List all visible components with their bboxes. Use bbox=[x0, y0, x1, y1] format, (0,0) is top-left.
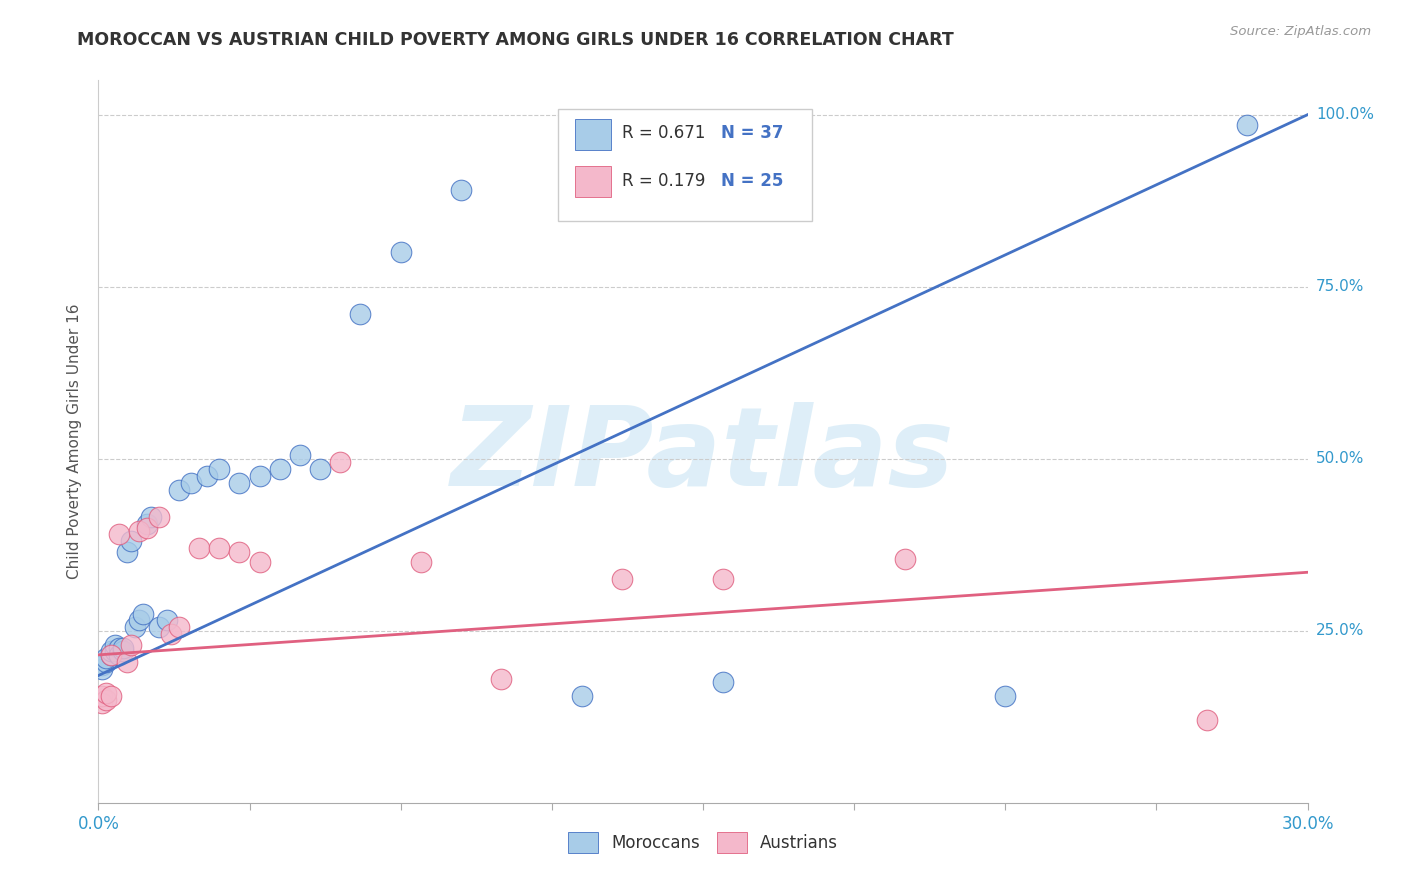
Text: 100.0%: 100.0% bbox=[1316, 107, 1374, 122]
Point bbox=[249, 469, 271, 483]
Point bbox=[107, 648, 129, 662]
Point bbox=[329, 455, 352, 469]
Point bbox=[96, 651, 118, 665]
Point bbox=[111, 640, 134, 655]
Point bbox=[107, 640, 129, 655]
Point bbox=[288, 448, 311, 462]
Point bbox=[409, 555, 432, 569]
Text: R = 0.671: R = 0.671 bbox=[621, 124, 706, 142]
Point bbox=[148, 620, 170, 634]
Point bbox=[91, 689, 114, 703]
Point bbox=[120, 638, 142, 652]
Point bbox=[135, 520, 157, 534]
Text: 25.0%: 25.0% bbox=[1316, 624, 1364, 639]
Point bbox=[96, 692, 118, 706]
Point bbox=[115, 655, 138, 669]
Point bbox=[103, 644, 125, 658]
Point bbox=[135, 517, 157, 532]
Point bbox=[100, 648, 122, 662]
Point bbox=[111, 644, 134, 658]
Point bbox=[139, 510, 162, 524]
Point bbox=[100, 644, 122, 658]
Point bbox=[195, 469, 218, 483]
Point bbox=[160, 627, 183, 641]
Point bbox=[228, 475, 250, 490]
Y-axis label: Child Poverty Among Girls Under 16: Child Poverty Among Girls Under 16 bbox=[67, 304, 83, 579]
Point bbox=[120, 534, 142, 549]
Point bbox=[249, 555, 271, 569]
Text: MOROCCAN VS AUSTRIAN CHILD POVERTY AMONG GIRLS UNDER 16 CORRELATION CHART: MOROCCAN VS AUSTRIAN CHILD POVERTY AMONG… bbox=[77, 31, 955, 49]
FancyBboxPatch shape bbox=[575, 120, 612, 150]
Point bbox=[612, 572, 634, 586]
Point bbox=[893, 551, 915, 566]
Point bbox=[1195, 713, 1218, 727]
Point bbox=[96, 686, 118, 700]
Point bbox=[349, 307, 371, 321]
Point bbox=[132, 607, 155, 621]
Point bbox=[128, 614, 150, 628]
Point bbox=[491, 672, 513, 686]
Point bbox=[148, 510, 170, 524]
Point bbox=[269, 462, 291, 476]
Point bbox=[571, 689, 593, 703]
Point bbox=[167, 620, 190, 634]
Point bbox=[711, 675, 734, 690]
FancyBboxPatch shape bbox=[575, 166, 612, 196]
Point bbox=[180, 475, 202, 490]
Text: N = 25: N = 25 bbox=[721, 172, 783, 190]
Legend: Moroccans, Austrians: Moroccans, Austrians bbox=[561, 826, 845, 860]
Text: Source: ZipAtlas.com: Source: ZipAtlas.com bbox=[1230, 25, 1371, 38]
Point bbox=[91, 662, 114, 676]
FancyBboxPatch shape bbox=[558, 109, 811, 221]
Point bbox=[156, 614, 179, 628]
Point bbox=[389, 245, 412, 260]
Point bbox=[188, 541, 211, 556]
Point bbox=[228, 544, 250, 558]
Point bbox=[100, 689, 122, 703]
Point bbox=[208, 462, 231, 476]
Text: 50.0%: 50.0% bbox=[1316, 451, 1364, 467]
Point bbox=[115, 544, 138, 558]
Text: N = 37: N = 37 bbox=[721, 124, 783, 142]
Point bbox=[124, 620, 146, 634]
Point bbox=[103, 638, 125, 652]
Point bbox=[128, 524, 150, 538]
Point bbox=[1236, 118, 1258, 132]
Point bbox=[711, 572, 734, 586]
Point bbox=[91, 696, 114, 710]
Point bbox=[208, 541, 231, 556]
Point bbox=[96, 655, 118, 669]
Text: R = 0.179: R = 0.179 bbox=[621, 172, 706, 190]
Point bbox=[107, 527, 129, 541]
Point bbox=[91, 658, 114, 673]
Point bbox=[450, 183, 472, 197]
Point bbox=[100, 648, 122, 662]
Text: 75.0%: 75.0% bbox=[1316, 279, 1364, 294]
Point bbox=[167, 483, 190, 497]
Point bbox=[309, 462, 332, 476]
Point bbox=[994, 689, 1017, 703]
Text: ZIPatlas: ZIPatlas bbox=[451, 402, 955, 509]
